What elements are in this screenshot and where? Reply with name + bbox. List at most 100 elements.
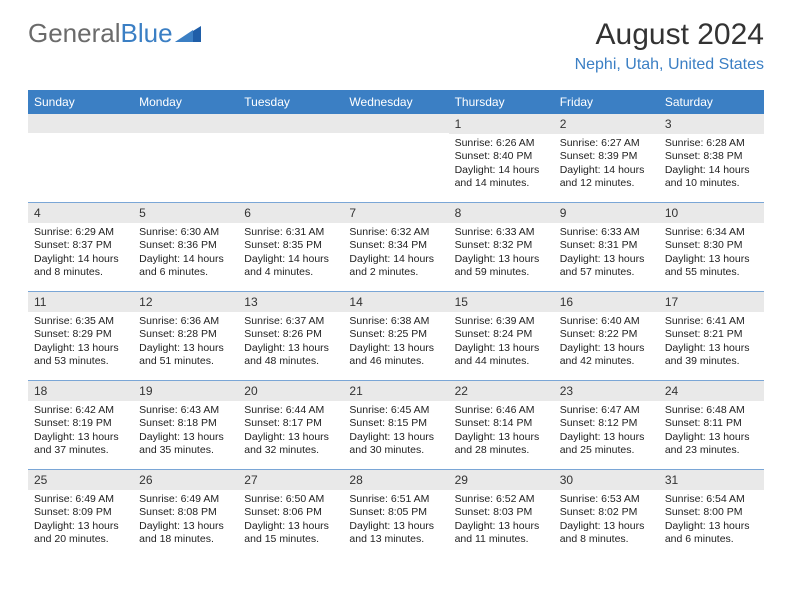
day-number: 25 <box>28 470 133 490</box>
day-cell: 22Sunrise: 6:46 AMSunset: 8:14 PMDayligh… <box>449 381 554 469</box>
weeks-container: 1Sunrise: 6:26 AMSunset: 8:40 PMDaylight… <box>28 114 764 558</box>
day-cell: 23Sunrise: 6:47 AMSunset: 8:12 PMDayligh… <box>554 381 659 469</box>
day-number: 27 <box>238 470 343 490</box>
sunset-text: Sunset: 8:09 PM <box>34 506 127 519</box>
daylight-text: Daylight: 13 hours and 44 minutes. <box>455 342 548 369</box>
day-number: 24 <box>659 381 764 401</box>
header: GeneralBlue August 2024 Nephi, Utah, Uni… <box>0 0 792 82</box>
sunrise-text: Sunrise: 6:35 AM <box>34 315 127 328</box>
day-cell: 4Sunrise: 6:29 AMSunset: 8:37 PMDaylight… <box>28 203 133 291</box>
day-cell: 16Sunrise: 6:40 AMSunset: 8:22 PMDayligh… <box>554 292 659 380</box>
day-number: 9 <box>554 203 659 223</box>
day-cell: 28Sunrise: 6:51 AMSunset: 8:05 PMDayligh… <box>343 470 448 558</box>
sunrise-text: Sunrise: 6:49 AM <box>34 493 127 506</box>
day-number: 13 <box>238 292 343 312</box>
sunrise-text: Sunrise: 6:48 AM <box>665 404 758 417</box>
day-body: Sunrise: 6:35 AMSunset: 8:29 PMDaylight:… <box>28 312 133 373</box>
day-cell: 18Sunrise: 6:42 AMSunset: 8:19 PMDayligh… <box>28 381 133 469</box>
day-cell <box>238 114 343 202</box>
sunset-text: Sunset: 8:39 PM <box>560 150 653 163</box>
day-body: Sunrise: 6:30 AMSunset: 8:36 PMDaylight:… <box>133 223 238 284</box>
day-body: Sunrise: 6:41 AMSunset: 8:21 PMDaylight:… <box>659 312 764 373</box>
daylight-text: Daylight: 13 hours and 48 minutes. <box>244 342 337 369</box>
logo-triangle-icon <box>175 24 201 42</box>
daylight-text: Daylight: 13 hours and 15 minutes. <box>244 520 337 547</box>
day-body: Sunrise: 6:52 AMSunset: 8:03 PMDaylight:… <box>449 490 554 551</box>
day-cell <box>133 114 238 202</box>
day-cell: 8Sunrise: 6:33 AMSunset: 8:32 PMDaylight… <box>449 203 554 291</box>
sunset-text: Sunset: 8:36 PM <box>139 239 232 252</box>
weekday-header: Wednesday <box>343 90 448 114</box>
sunset-text: Sunset: 8:05 PM <box>349 506 442 519</box>
day-number-empty <box>28 114 133 133</box>
day-number: 8 <box>449 203 554 223</box>
day-number: 17 <box>659 292 764 312</box>
day-body: Sunrise: 6:49 AMSunset: 8:09 PMDaylight:… <box>28 490 133 551</box>
sunrise-text: Sunrise: 6:51 AM <box>349 493 442 506</box>
sunset-text: Sunset: 8:40 PM <box>455 150 548 163</box>
daylight-text: Daylight: 14 hours and 12 minutes. <box>560 164 653 191</box>
day-cell: 12Sunrise: 6:36 AMSunset: 8:28 PMDayligh… <box>133 292 238 380</box>
sunrise-text: Sunrise: 6:50 AM <box>244 493 337 506</box>
day-number: 4 <box>28 203 133 223</box>
day-number: 31 <box>659 470 764 490</box>
sunrise-text: Sunrise: 6:27 AM <box>560 137 653 150</box>
sunset-text: Sunset: 8:14 PM <box>455 417 548 430</box>
sunrise-text: Sunrise: 6:39 AM <box>455 315 548 328</box>
day-body: Sunrise: 6:37 AMSunset: 8:26 PMDaylight:… <box>238 312 343 373</box>
daylight-text: Daylight: 13 hours and 25 minutes. <box>560 431 653 458</box>
sunset-text: Sunset: 8:22 PM <box>560 328 653 341</box>
sunrise-text: Sunrise: 6:36 AM <box>139 315 232 328</box>
day-number: 30 <box>554 470 659 490</box>
weekday-header: Monday <box>133 90 238 114</box>
day-body: Sunrise: 6:42 AMSunset: 8:19 PMDaylight:… <box>28 401 133 462</box>
sunrise-text: Sunrise: 6:49 AM <box>139 493 232 506</box>
day-number: 1 <box>449 114 554 134</box>
daylight-text: Daylight: 13 hours and 30 minutes. <box>349 431 442 458</box>
sunset-text: Sunset: 8:08 PM <box>139 506 232 519</box>
weekday-header: Tuesday <box>238 90 343 114</box>
sunrise-text: Sunrise: 6:42 AM <box>34 404 127 417</box>
sunset-text: Sunset: 8:15 PM <box>349 417 442 430</box>
week-row: 11Sunrise: 6:35 AMSunset: 8:29 PMDayligh… <box>28 292 764 381</box>
day-cell: 11Sunrise: 6:35 AMSunset: 8:29 PMDayligh… <box>28 292 133 380</box>
day-cell: 20Sunrise: 6:44 AMSunset: 8:17 PMDayligh… <box>238 381 343 469</box>
sunset-text: Sunset: 8:29 PM <box>34 328 127 341</box>
sunrise-text: Sunrise: 6:52 AM <box>455 493 548 506</box>
day-number: 10 <box>659 203 764 223</box>
title-block: August 2024 Nephi, Utah, United States <box>575 18 764 74</box>
day-body: Sunrise: 6:54 AMSunset: 8:00 PMDaylight:… <box>659 490 764 551</box>
sunset-text: Sunset: 8:24 PM <box>455 328 548 341</box>
daylight-text: Daylight: 13 hours and 13 minutes. <box>349 520 442 547</box>
day-number: 2 <box>554 114 659 134</box>
daylight-text: Daylight: 14 hours and 2 minutes. <box>349 253 442 280</box>
location: Nephi, Utah, United States <box>575 56 764 74</box>
day-body: Sunrise: 6:33 AMSunset: 8:31 PMDaylight:… <box>554 223 659 284</box>
sunrise-text: Sunrise: 6:33 AM <box>560 226 653 239</box>
day-number: 29 <box>449 470 554 490</box>
sunrise-text: Sunrise: 6:32 AM <box>349 226 442 239</box>
day-body: Sunrise: 6:28 AMSunset: 8:38 PMDaylight:… <box>659 134 764 195</box>
sunrise-text: Sunrise: 6:37 AM <box>244 315 337 328</box>
sunrise-text: Sunrise: 6:38 AM <box>349 315 442 328</box>
sunset-text: Sunset: 8:12 PM <box>560 417 653 430</box>
day-body: Sunrise: 6:53 AMSunset: 8:02 PMDaylight:… <box>554 490 659 551</box>
daylight-text: Daylight: 14 hours and 4 minutes. <box>244 253 337 280</box>
sunrise-text: Sunrise: 6:46 AM <box>455 404 548 417</box>
day-cell: 6Sunrise: 6:31 AMSunset: 8:35 PMDaylight… <box>238 203 343 291</box>
day-number-empty <box>133 114 238 133</box>
day-cell: 17Sunrise: 6:41 AMSunset: 8:21 PMDayligh… <box>659 292 764 380</box>
day-cell: 26Sunrise: 6:49 AMSunset: 8:08 PMDayligh… <box>133 470 238 558</box>
sunrise-text: Sunrise: 6:43 AM <box>139 404 232 417</box>
calendar: Sunday Monday Tuesday Wednesday Thursday… <box>28 90 764 558</box>
day-body: Sunrise: 6:29 AMSunset: 8:37 PMDaylight:… <box>28 223 133 284</box>
day-number: 18 <box>28 381 133 401</box>
sunrise-text: Sunrise: 6:28 AM <box>665 137 758 150</box>
sunset-text: Sunset: 8:17 PM <box>244 417 337 430</box>
sunset-text: Sunset: 8:34 PM <box>349 239 442 252</box>
day-body: Sunrise: 6:34 AMSunset: 8:30 PMDaylight:… <box>659 223 764 284</box>
sunrise-text: Sunrise: 6:54 AM <box>665 493 758 506</box>
weekday-header-row: Sunday Monday Tuesday Wednesday Thursday… <box>28 90 764 114</box>
sunrise-text: Sunrise: 6:30 AM <box>139 226 232 239</box>
month-title: August 2024 <box>575 18 764 52</box>
